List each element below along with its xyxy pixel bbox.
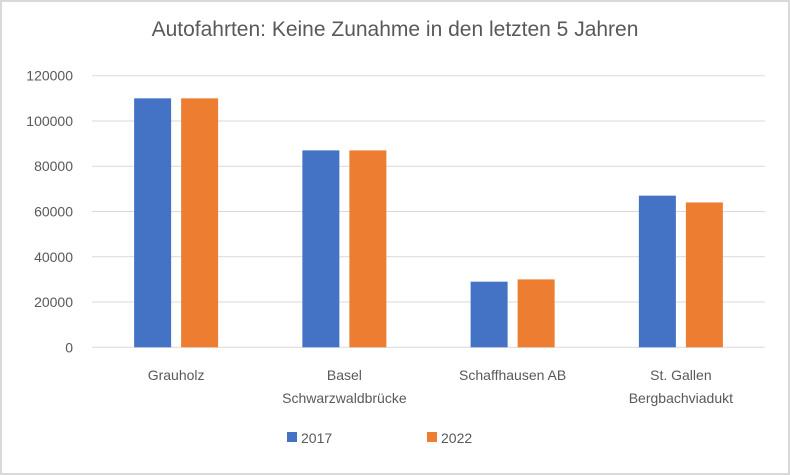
y-tick-label: 20000: [34, 294, 73, 310]
chart-title: Autofahrten: Keine Zunahme in den letzte…: [151, 18, 639, 41]
legend-swatch-2022: [427, 432, 437, 442]
y-tick-label: 80000: [34, 158, 73, 174]
bar-2017: [638, 195, 676, 348]
bar-2017: [470, 281, 508, 348]
category-label: Schaffhausen AB: [459, 367, 566, 383]
category-label: Bergbachviadukt: [629, 390, 733, 406]
bar-2017: [302, 150, 340, 348]
bar-2022: [181, 98, 219, 348]
category-label: Grauholz: [148, 367, 205, 383]
y-tick-label: 40000: [34, 249, 73, 265]
bar-2022: [685, 202, 723, 348]
bar-2022: [517, 279, 555, 348]
category-label: Schwarzwaldbrücke: [282, 390, 407, 406]
category-label: Basel: [327, 367, 362, 383]
y-tick-label: 100000: [26, 113, 73, 129]
y-tick-label: 0: [65, 339, 73, 355]
bar-2022: [349, 150, 387, 348]
bar-2017: [134, 98, 172, 348]
category-label: St. Gallen: [650, 367, 711, 383]
legend-swatch-2017: [287, 432, 297, 442]
legend-label: 2022: [441, 430, 472, 446]
y-tick-label: 120000: [26, 68, 73, 84]
y-tick-label: 60000: [34, 204, 73, 220]
legend-label: 2017: [301, 430, 332, 446]
